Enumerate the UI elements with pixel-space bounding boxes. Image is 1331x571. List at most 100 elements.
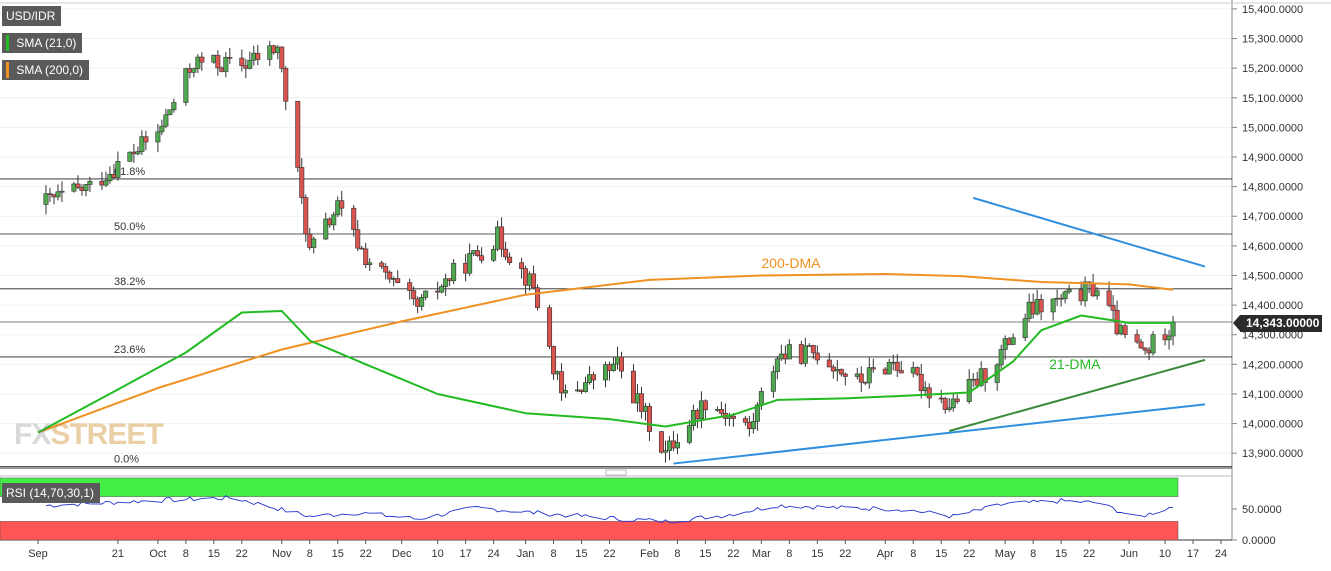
legend-sma200-label: SMA (200,0): [16, 63, 84, 77]
rsi-tick-label: 50.0000: [1242, 504, 1282, 516]
fib-level-label: 23.6%: [114, 344, 145, 356]
candle-body: [279, 46, 285, 69]
time-tick-label: 15: [575, 548, 587, 560]
candle-body: [630, 370, 636, 404]
legend-rsi[interactable]: RSI (14,70,30,1): [2, 483, 101, 503]
time-tick-label: Jan: [517, 548, 535, 560]
last-price-label: 14,343.00000: [1246, 316, 1320, 330]
time-tick-label: 10: [1159, 548, 1171, 560]
candle-body: [618, 356, 624, 372]
price-tick-label: 14,000.0000: [1242, 419, 1303, 431]
candle-body: [363, 248, 369, 266]
candle-body: [443, 278, 449, 287]
time-tick-label: 21: [112, 548, 124, 560]
legend-symbol-label: USD/IDR: [6, 9, 56, 23]
rsi-zone-overbought: [0, 477, 1179, 497]
legend-symbol[interactable]: USD/IDR: [2, 6, 62, 26]
fib-level-label: 61.8%: [114, 166, 145, 178]
time-tick-label: 8: [786, 548, 792, 560]
candle-body: [1122, 325, 1128, 335]
time-tick-label: 8: [307, 548, 313, 560]
time-tick-label: Apr: [877, 548, 894, 560]
candle-body: [914, 367, 920, 375]
candle-body: [646, 405, 652, 432]
candle-body: [802, 345, 808, 364]
price-tick-label: 14,200.0000: [1242, 359, 1303, 371]
candle-body: [247, 59, 253, 69]
candle-body: [1062, 291, 1068, 300]
candle-body: [774, 358, 780, 373]
candle-body: [351, 207, 357, 230]
candle-body: [898, 370, 904, 374]
candle-body: [55, 191, 61, 198]
time-tick-label: 15: [208, 548, 220, 560]
candle-body: [383, 266, 389, 273]
candle-body: [591, 374, 597, 381]
time-tick-label: 24: [1215, 548, 1227, 560]
candle-body: [159, 125, 165, 133]
sma21-swatch-icon: [6, 34, 9, 51]
time-tick-label: 8: [183, 548, 189, 560]
candle-body: [503, 248, 509, 258]
candle-body: [674, 442, 680, 449]
candle-body: [87, 180, 93, 185]
candle-body: [135, 151, 141, 155]
legend-sma21-label: SMA (21,0): [16, 36, 77, 50]
pane-splitter-handle: [605, 469, 627, 476]
time-tick-label: Nov: [272, 548, 292, 560]
candle-body: [894, 361, 900, 371]
candle-body: [982, 368, 988, 383]
candle-body: [379, 262, 385, 267]
candle-body: [1050, 298, 1056, 313]
time-tick-label: 22: [603, 548, 615, 560]
candle-body: [499, 226, 505, 250]
candle-body: [1082, 281, 1088, 302]
candle-body: [295, 100, 301, 168]
time-tick-label: 22: [1083, 548, 1095, 560]
candle-body: [59, 190, 65, 193]
candle-body: [730, 415, 736, 419]
candle-body: [814, 352, 820, 361]
candle-body: [842, 373, 848, 377]
candle-body: [658, 431, 664, 453]
candle-body: [127, 151, 133, 162]
candle-body: [1166, 335, 1172, 341]
time-tick-label: Dec: [392, 548, 412, 560]
candle-body: [199, 56, 205, 63]
time-tick-label: 15: [699, 548, 711, 560]
candle-body: [531, 273, 537, 289]
price-tick-label: 13,900.0000: [1242, 448, 1303, 460]
candle-body: [838, 369, 844, 375]
legend-sma21[interactable]: SMA (21,0): [2, 33, 83, 53]
candle-body: [942, 398, 948, 410]
candle-body: [143, 136, 149, 143]
annotation-21dma: 21-DMA: [1049, 356, 1101, 372]
rsi-zone-oversold: [0, 521, 1179, 541]
time-tick-label: 15: [811, 548, 823, 560]
time-tick-label: Mar: [752, 548, 771, 560]
candle-body: [603, 364, 609, 381]
candle-body: [535, 287, 541, 309]
candle-body: [423, 290, 429, 298]
candle-body: [367, 262, 373, 266]
candle-body: [395, 278, 401, 283]
time-tick-label: 17: [1187, 548, 1199, 560]
time-tick-label: 8: [910, 548, 916, 560]
time-tick-label: 22: [236, 548, 248, 560]
price-tick-label: 14,300.0000: [1242, 330, 1303, 342]
candle-body: [171, 102, 177, 111]
candle-body: [227, 56, 233, 59]
rsi-line: [45, 495, 1174, 524]
candle-body: [998, 349, 1004, 366]
price-tick-label: 15,000.0000: [1242, 122, 1303, 134]
candle-body: [1134, 334, 1140, 343]
rsi-tick-label: 0.0000: [1242, 535, 1276, 547]
candle-body: [810, 345, 816, 354]
candle-body: [183, 68, 189, 103]
time-tick-label: 15: [935, 548, 947, 560]
candle-body: [467, 253, 473, 274]
legend-sma200[interactable]: SMA (200,0): [2, 60, 90, 80]
candle-body: [167, 109, 173, 116]
last-price-tag: 14,343.00000: [1233, 315, 1322, 332]
